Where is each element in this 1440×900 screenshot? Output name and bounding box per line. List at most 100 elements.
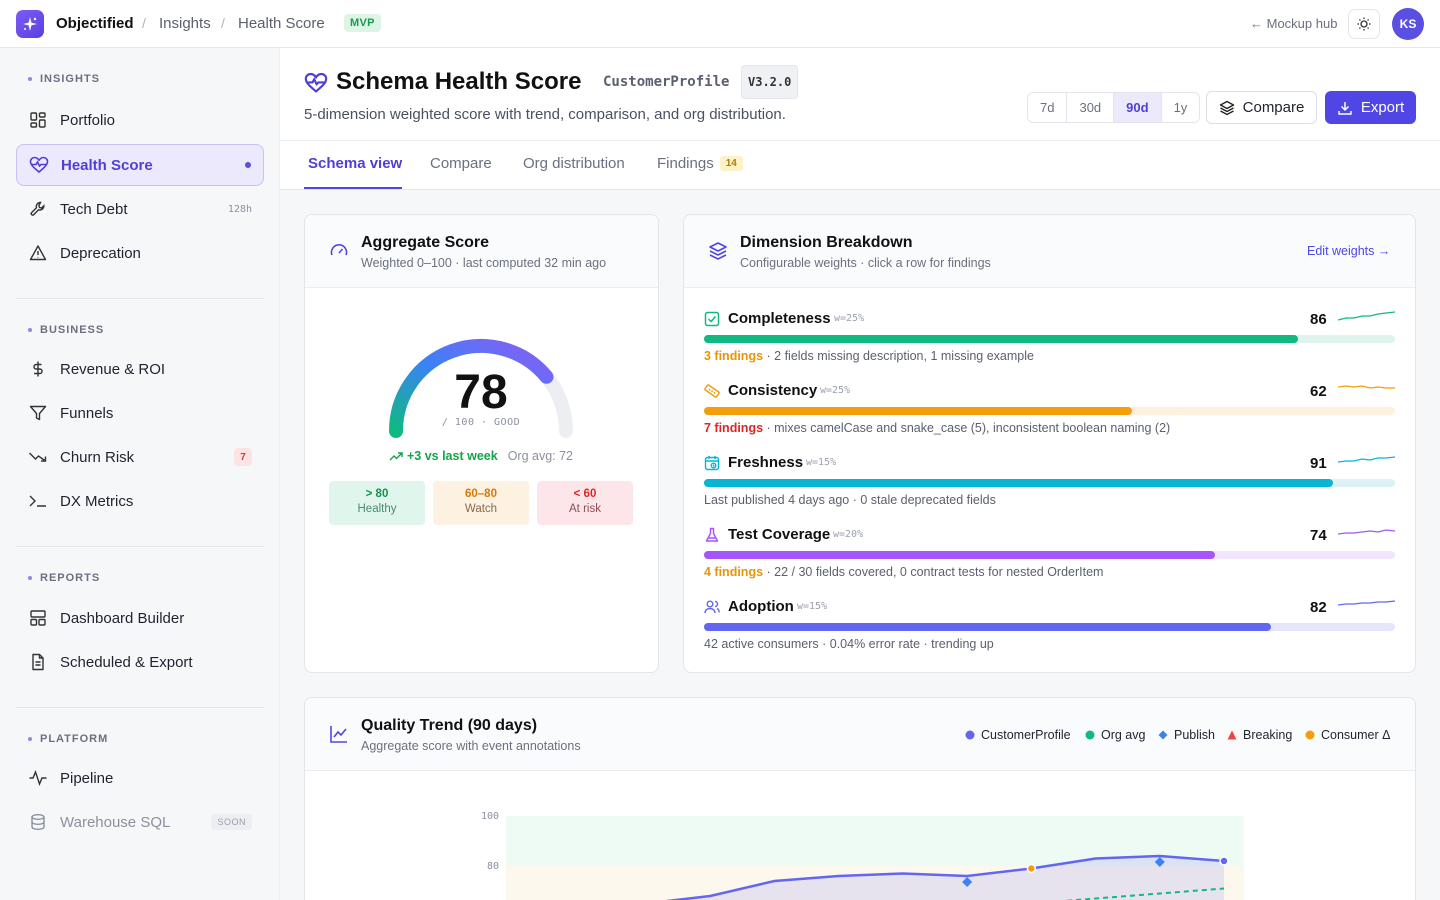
mockup-hub-link[interactable]: ← Mockup hub bbox=[1250, 16, 1338, 31]
sidebar-item-dashboard-builder[interactable]: Dashboard Builder bbox=[16, 598, 264, 638]
score-bar bbox=[704, 335, 1395, 343]
org-average: Org avg: 72 bbox=[507, 449, 574, 463]
terminal-icon bbox=[28, 491, 48, 511]
trending-up-icon bbox=[389, 452, 403, 461]
sparkline bbox=[1338, 311, 1395, 321]
section-title-platform: PLATFORM bbox=[28, 733, 108, 745]
sidebar-item-dx-metrics[interactable]: DX Metrics bbox=[16, 481, 264, 521]
theme-toggle-button[interactable] bbox=[1348, 9, 1380, 39]
ruler-icon bbox=[704, 384, 720, 398]
logo-icon[interactable] bbox=[16, 10, 44, 38]
dimension-row-freshness[interactable]: Freshness w=15% 91 Last published 4 days… bbox=[704, 454, 1395, 510]
section-title-reports: REPORTS bbox=[28, 572, 100, 584]
sidebar-divider bbox=[16, 707, 264, 708]
sidebar-item-pipeline[interactable]: Pipeline bbox=[16, 758, 264, 798]
score-bar bbox=[704, 407, 1395, 415]
quality-trend-card: Quality Trend (90 days) Aggregate score … bbox=[304, 697, 1416, 900]
tab-schema-view[interactable]: Schema view bbox=[308, 155, 403, 172]
range-30d[interactable]: 30d bbox=[1067, 93, 1115, 122]
sidebar-item-tech-debt[interactable]: Tech Debt 128h bbox=[16, 189, 264, 229]
line-chart-icon bbox=[330, 726, 347, 743]
dimension-row-test-coverage[interactable]: Test Coverage w=20% 74 4 findings · 22 /… bbox=[704, 526, 1395, 582]
section-title-business: BUSINESS bbox=[28, 324, 104, 336]
dimension-row-completeness[interactable]: Completeness w=25% 86 3 findings · 2 fie… bbox=[704, 310, 1395, 366]
band-watch: 60–80 Watch bbox=[433, 481, 529, 525]
sidebar-item-churn-risk[interactable]: Churn Risk 7 bbox=[16, 437, 264, 477]
breadcrumb-separator: / bbox=[142, 15, 146, 31]
view-tabs: Schema view Compare Org distribution Fin… bbox=[280, 140, 1440, 190]
trend-title: Quality Trend (90 days) bbox=[361, 717, 538, 734]
y-tick-label: 100 bbox=[481, 811, 499, 822]
breadcrumb-insights[interactable]: Insights bbox=[159, 15, 211, 32]
range-1y[interactable]: 1y bbox=[1173, 100, 1188, 115]
warning-icon bbox=[28, 243, 48, 263]
series-area-customerprofile bbox=[675, 856, 1224, 900]
legend-customerprofile: CustomerProfile bbox=[965, 728, 1071, 742]
avatar[interactable]: KS bbox=[1392, 8, 1424, 40]
range-90d[interactable]: 90d bbox=[1114, 93, 1162, 122]
band-healthy: > 80 Healthy bbox=[329, 481, 425, 525]
band-at-risk: < 60 At risk bbox=[537, 481, 633, 525]
data-point[interactable] bbox=[1219, 856, 1229, 866]
y-tick-label: 80 bbox=[487, 861, 499, 872]
gauge-icon bbox=[330, 244, 348, 256]
tab-org-distribution[interactable]: Org distribution bbox=[523, 155, 625, 172]
export-button[interactable]: Export bbox=[1325, 91, 1416, 124]
sidebar-item-portfolio[interactable]: Portfolio bbox=[16, 100, 264, 140]
series-line-customerprofile bbox=[665, 854, 1225, 900]
legend-org-avg: Org avg bbox=[1085, 728, 1145, 742]
sidebar-item-deprecation[interactable]: Deprecation bbox=[16, 233, 264, 273]
tab-findings[interactable]: Findings 14 bbox=[657, 155, 743, 172]
churn-risk-count-badge: 7 bbox=[234, 448, 252, 466]
dimension-row-adoption[interactable]: Adoption w=15% 82 42 active consumers · … bbox=[704, 598, 1395, 654]
breakdown-title: Dimension Breakdown bbox=[740, 234, 913, 251]
activity-icon bbox=[28, 768, 48, 788]
findings-count-badge: 14 bbox=[719, 156, 743, 171]
flask-icon bbox=[705, 527, 719, 542]
sidebar-item-scheduled-export[interactable]: Scheduled & Export bbox=[16, 642, 264, 682]
watch-band bbox=[506, 866, 1244, 900]
document-icon bbox=[28, 652, 48, 672]
aggregate-subtitle: Weighted 0–100 · last computed 32 min ag… bbox=[361, 256, 607, 270]
publish-marker[interactable] bbox=[962, 877, 973, 887]
schema-name: CustomerProfile bbox=[603, 74, 730, 90]
score-bar bbox=[704, 551, 1395, 559]
dimension-score: 82 bbox=[1310, 599, 1327, 616]
score-bar bbox=[704, 623, 1395, 631]
sidebar-item-funnels[interactable]: Funnels bbox=[16, 393, 264, 433]
legend-breaking: Breaking bbox=[1227, 728, 1292, 742]
trend-subtitle: Aggregate score with event annotations bbox=[361, 739, 581, 753]
check-square-icon bbox=[704, 311, 720, 327]
active-indicator bbox=[245, 162, 251, 168]
sparkline bbox=[1338, 456, 1395, 463]
brand-name[interactable]: Objectified bbox=[56, 15, 134, 32]
filter-icon bbox=[28, 403, 48, 423]
wrench-icon bbox=[28, 199, 48, 219]
top-bar: Objectified / Insights / Health Score MV… bbox=[0, 0, 1440, 48]
layout-icon bbox=[28, 608, 48, 628]
score-trend: +3 vs last week Org avg: 72 bbox=[305, 449, 657, 463]
sparkline bbox=[1338, 529, 1395, 535]
sparkline bbox=[1338, 600, 1395, 606]
compare-button[interactable]: Compare bbox=[1206, 91, 1317, 124]
range-selector: 7d 30d 90d 1y bbox=[1027, 92, 1201, 123]
aggregate-score-value: 78 bbox=[454, 366, 508, 419]
dimension-score: 91 bbox=[1310, 455, 1327, 472]
sparkline bbox=[1338, 385, 1395, 389]
publish-marker[interactable] bbox=[1154, 857, 1165, 867]
grid-icon bbox=[28, 110, 48, 130]
edit-weights-link[interactable]: Edit weights → bbox=[1307, 244, 1391, 258]
heart-pulse-icon bbox=[29, 155, 49, 175]
consumer-delta-marker[interactable] bbox=[1026, 863, 1037, 874]
trending-down-icon bbox=[28, 447, 48, 467]
sidebar-item-health-score[interactable]: Health Score bbox=[16, 144, 264, 186]
schema-version-badge: V3.2.0 bbox=[741, 65, 799, 99]
dimension-row-consistency[interactable]: Consistency w=25% 62 7 findings · mixes … bbox=[704, 382, 1395, 438]
range-7d[interactable]: 7d bbox=[1028, 93, 1068, 122]
sidebar-item-revenue-roi[interactable]: Revenue & ROI bbox=[16, 349, 264, 389]
tab-compare[interactable]: Compare bbox=[430, 155, 492, 172]
dimension-score: 74 bbox=[1310, 527, 1327, 544]
dimension-breakdown-card: Dimension Breakdown Configurable weights… bbox=[683, 214, 1416, 673]
sidebar-divider bbox=[16, 298, 264, 299]
sun-moon-icon bbox=[1357, 17, 1371, 31]
